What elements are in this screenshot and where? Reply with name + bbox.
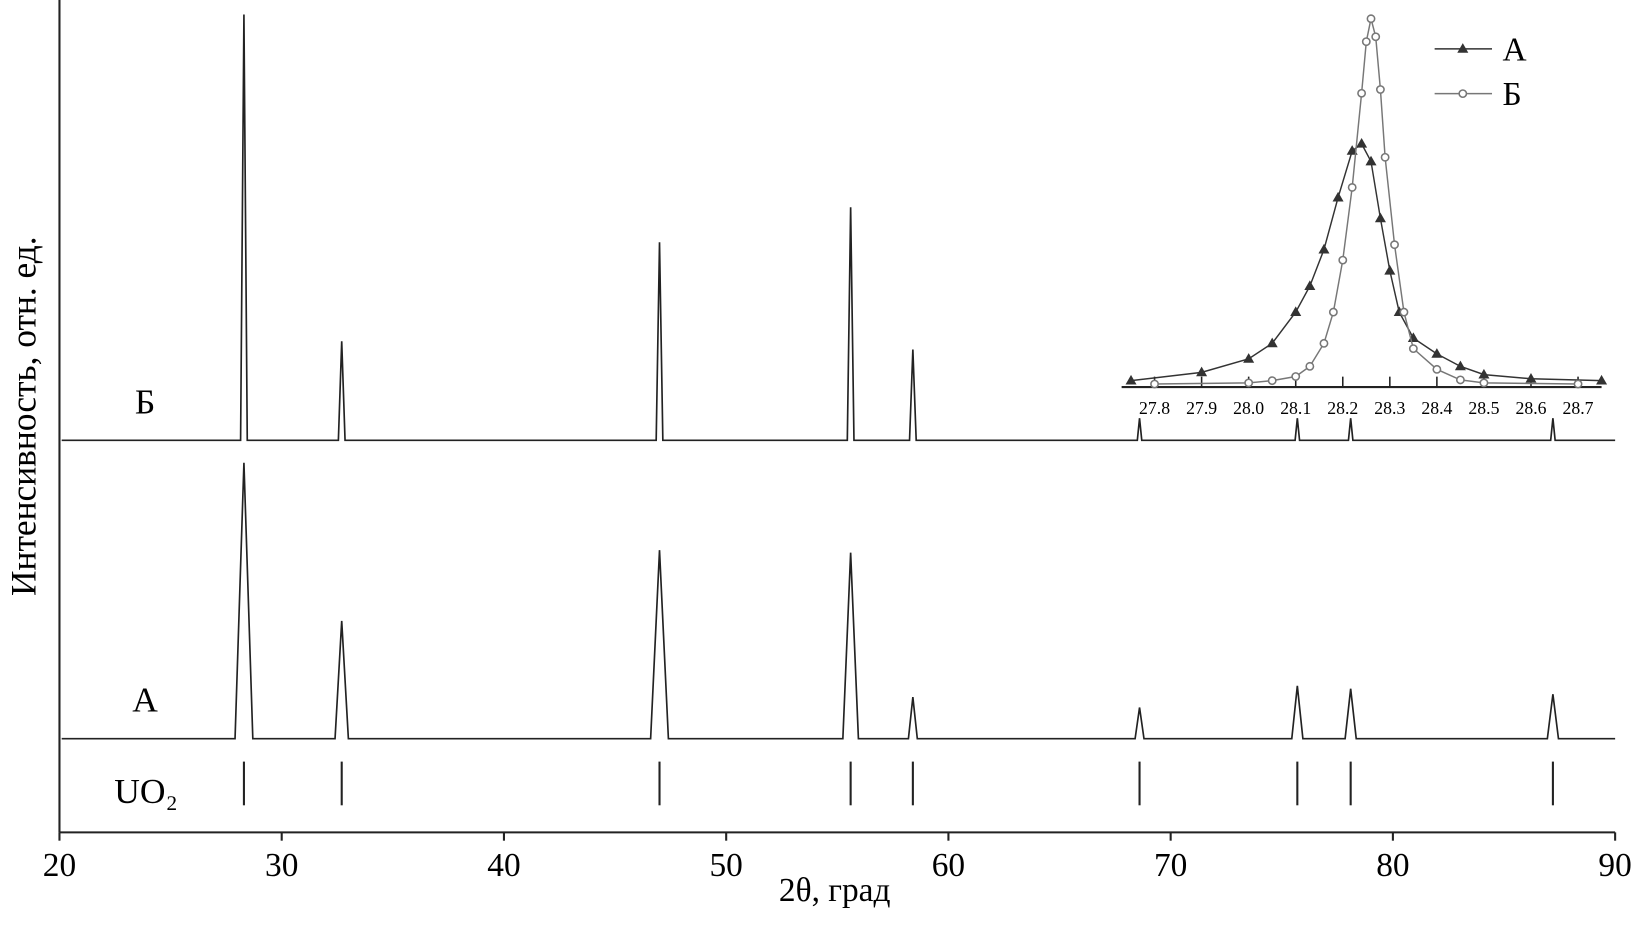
marker xyxy=(1573,379,1583,389)
series-label: Б xyxy=(135,381,155,421)
marker xyxy=(1361,37,1371,47)
x-tick-label: 30 xyxy=(265,847,298,884)
marker xyxy=(1125,374,1137,385)
inset-x-tick-label: 28.3 xyxy=(1374,398,1405,418)
marker xyxy=(1356,138,1368,148)
marker xyxy=(1338,255,1348,265)
marker xyxy=(1304,280,1316,291)
inset-x-tick-label: 28.0 xyxy=(1233,398,1264,418)
x-tick-label: 90 xyxy=(1598,847,1631,884)
marker xyxy=(1318,243,1330,254)
series-line xyxy=(61,462,1616,740)
x-tick-label: 80 xyxy=(1376,847,1409,884)
marker xyxy=(1399,307,1409,317)
inset-x-tick-label: 28.5 xyxy=(1468,398,1499,418)
marker xyxy=(1380,152,1390,162)
marker xyxy=(1455,375,1465,385)
marker xyxy=(1290,306,1302,316)
marker xyxy=(1384,264,1396,275)
marker xyxy=(1525,373,1537,383)
x-tick-label: 20 xyxy=(43,847,76,884)
marker xyxy=(1432,364,1442,374)
series-label: А xyxy=(132,680,158,720)
marker xyxy=(1328,307,1338,317)
x-tick-label: 40 xyxy=(487,847,520,884)
y-axis-label: Интенсивность, отн. ед. xyxy=(3,236,43,596)
marker xyxy=(1431,348,1443,358)
inset-x-tick-label: 28.7 xyxy=(1563,398,1594,418)
marker xyxy=(1596,374,1608,385)
marker xyxy=(1332,191,1344,202)
marker xyxy=(1244,378,1254,388)
x-tick-label: 60 xyxy=(932,847,965,884)
marker xyxy=(1267,376,1277,386)
marker xyxy=(1365,155,1377,166)
inset-x-tick-label: 28.2 xyxy=(1327,398,1358,418)
legend-label: Б xyxy=(1502,76,1521,113)
marker xyxy=(1375,85,1385,94)
marker xyxy=(1357,88,1367,98)
marker xyxy=(1390,240,1399,250)
marker xyxy=(1291,372,1301,381)
x-axis-label: 2θ, град xyxy=(779,872,891,909)
series-line xyxy=(1130,142,1602,382)
marker xyxy=(1346,145,1358,155)
series-line xyxy=(61,14,1616,442)
marker xyxy=(1150,379,1159,389)
marker xyxy=(1458,89,1468,99)
inset-x-tick-label: 28.1 xyxy=(1280,398,1311,418)
marker xyxy=(1366,14,1376,24)
marker xyxy=(1305,361,1315,371)
inset-x-tick-label: 28.6 xyxy=(1515,398,1546,418)
marker xyxy=(1319,338,1329,348)
marker xyxy=(1479,378,1489,388)
marker xyxy=(1478,368,1490,379)
marker xyxy=(1457,43,1469,53)
x-tick-label: 50 xyxy=(709,847,742,884)
x-tick-label: 70 xyxy=(1154,847,1187,884)
marker xyxy=(1196,366,1208,377)
legend-label: А xyxy=(1502,31,1526,68)
series-line xyxy=(1154,18,1579,385)
marker xyxy=(1243,353,1255,363)
marker xyxy=(1374,212,1386,223)
marker xyxy=(1408,344,1418,354)
marker xyxy=(1454,360,1466,371)
inset-x-tick-label: 28.4 xyxy=(1421,398,1452,418)
marker xyxy=(1347,183,1357,192)
inset-x-tick-label: 27.8 xyxy=(1139,398,1170,418)
reference-label: UO₂ xyxy=(114,771,178,811)
marker xyxy=(1371,32,1381,42)
marker xyxy=(1266,337,1278,348)
inset-x-tick-label: 27.9 xyxy=(1186,398,1217,418)
